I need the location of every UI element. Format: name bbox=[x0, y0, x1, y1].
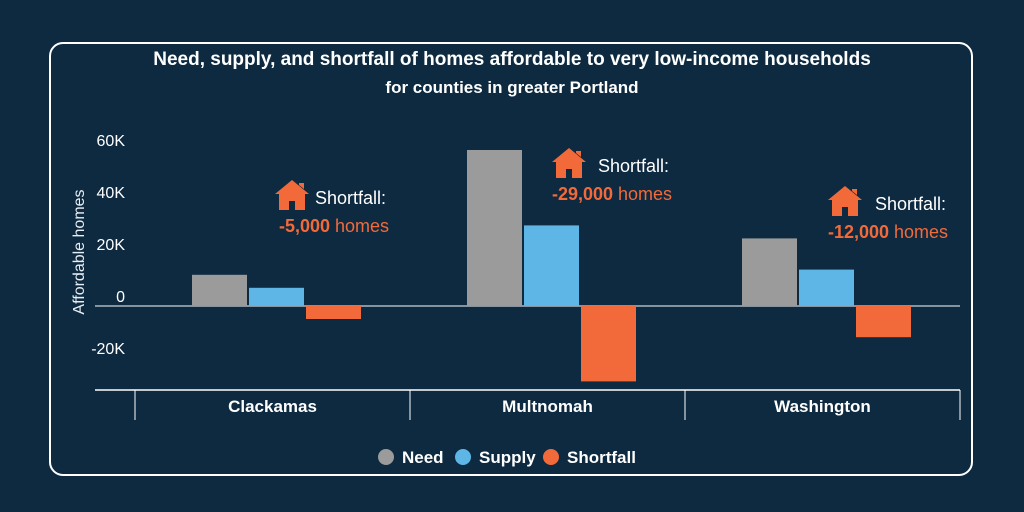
shortfall-heading: Shortfall: bbox=[598, 156, 669, 176]
y-axis: 60K 40K 20K 0 -20K Affordable homes bbox=[71, 133, 125, 358]
shortfall-heading: Shortfall: bbox=[875, 194, 946, 214]
category-label-washington: Washington bbox=[774, 397, 871, 416]
category-label-multnomah: Multnomah bbox=[502, 397, 593, 416]
y-tick-label: 20K bbox=[97, 237, 126, 254]
bar-shortfall-multnomah bbox=[581, 306, 636, 382]
shortfall-value-label: -29,000 homes bbox=[552, 184, 672, 204]
legend-marker-need bbox=[378, 449, 394, 465]
legend-marker-shortfall bbox=[543, 449, 559, 465]
y-tick-label: 0 bbox=[116, 289, 125, 306]
chart-title: Need, supply, and shortfall of homes aff… bbox=[153, 49, 871, 70]
y-tick-label: 60K bbox=[97, 133, 126, 150]
legend-label-supply: Supply bbox=[479, 448, 536, 467]
shortfall-heading: Shortfall: bbox=[315, 188, 386, 208]
legend-marker-supply bbox=[455, 449, 471, 465]
bar-shortfall-clackamas bbox=[306, 306, 361, 319]
shortfall-unit: homes bbox=[330, 216, 389, 236]
legend-label-shortfall: Shortfall bbox=[567, 448, 636, 467]
house-icon bbox=[552, 148, 586, 178]
house-icon bbox=[275, 180, 309, 210]
bar-supply-washington bbox=[799, 269, 854, 306]
shortfall-value: -12,000 bbox=[828, 222, 889, 242]
shortfall-value: -29,000 bbox=[552, 184, 613, 204]
shortfall-unit: homes bbox=[613, 184, 672, 204]
bar-shortfall-washington bbox=[856, 306, 911, 338]
shortfall-value-label: -12,000 homes bbox=[828, 222, 948, 242]
bar-supply-clackamas bbox=[249, 287, 304, 306]
shortfall-unit: homes bbox=[889, 222, 948, 242]
chart-subtitle: for counties in greater Portland bbox=[385, 78, 639, 97]
house-icon bbox=[828, 186, 862, 216]
legend-label-need: Need bbox=[402, 448, 444, 467]
bars-layer bbox=[95, 150, 960, 382]
y-tick-label: -20K bbox=[91, 341, 125, 358]
annotations-layer: Shortfall: -5,000 homes Shortfall: -29,000 … bbox=[275, 148, 948, 242]
shortfall-value: -5,000 bbox=[279, 216, 330, 236]
bar-supply-multnomah bbox=[524, 225, 579, 306]
x-axis: Clackamas Multnomah Washington bbox=[95, 389, 961, 420]
shortfall-value-label: -5,000 homes bbox=[279, 216, 389, 236]
y-axis-label: Affordable homes bbox=[71, 189, 88, 314]
bar-need-clackamas bbox=[192, 274, 247, 306]
legend: Need Supply Shortfall bbox=[378, 448, 636, 467]
chart-card bbox=[49, 42, 973, 476]
y-tick-label: 40K bbox=[97, 185, 126, 202]
bar-need-multnomah bbox=[467, 150, 522, 306]
category-label-clackamas: Clackamas bbox=[228, 397, 317, 416]
bar-need-washington bbox=[742, 238, 797, 306]
